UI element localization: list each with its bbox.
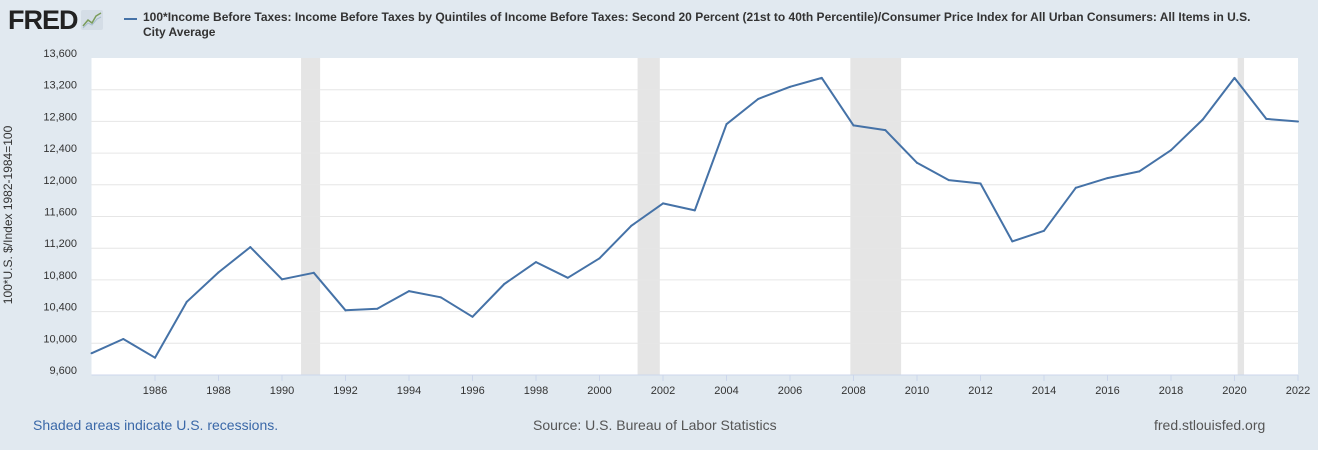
data-point — [852, 124, 855, 127]
data-point — [1074, 186, 1077, 189]
data-point — [1011, 240, 1014, 243]
data-point — [376, 307, 379, 310]
data-point — [1297, 120, 1299, 123]
data-point — [1170, 149, 1172, 152]
data-point — [503, 283, 506, 286]
y-tick-label: 9,600 — [49, 365, 77, 377]
y-tick-label: 12,800 — [43, 111, 77, 123]
data-point — [566, 276, 569, 279]
data-point — [217, 271, 220, 274]
x-tick-label: 1996 — [460, 385, 484, 397]
data-point — [344, 309, 347, 312]
x-tick-label: 2004 — [714, 385, 738, 397]
data-point — [884, 129, 887, 132]
data-point — [1106, 177, 1109, 180]
y-tick-label: 11,200 — [44, 238, 77, 250]
data-point — [1043, 229, 1045, 232]
x-tick-label: 2014 — [1032, 385, 1056, 397]
legend: 100*Income Before Taxes: Income Before T… — [124, 10, 1254, 40]
x-tick-label: 2006 — [778, 385, 802, 397]
data-point — [154, 356, 156, 359]
data-point — [1233, 76, 1236, 79]
line-chart-icon — [80, 10, 103, 30]
data-point — [916, 161, 918, 164]
data-point — [281, 278, 283, 281]
x-tick-label: 2020 — [1222, 385, 1246, 397]
x-tick-label: 2010 — [905, 385, 929, 397]
x-tick-label: 1994 — [397, 385, 421, 397]
site-link[interactable]: fred.stlouisfed.org — [1154, 417, 1266, 433]
source-text: Source: U.S. Bureau of Labor Statistics — [533, 417, 777, 433]
data-point — [439, 296, 442, 299]
x-tick-label: 1998 — [524, 385, 548, 397]
legend-series-name: 100*Income Before Taxes: Income Before T… — [143, 10, 1251, 39]
x-tick-label: 2008 — [841, 385, 865, 397]
x-tick-label: 2012 — [968, 385, 992, 397]
data-point — [312, 271, 315, 274]
data-point — [535, 261, 537, 264]
data-point — [249, 246, 252, 249]
y-tick-label: 12,000 — [43, 175, 77, 187]
x-tick-label: 2022 — [1286, 385, 1310, 397]
data-point — [471, 315, 474, 318]
y-tick-label: 11,600 — [44, 207, 77, 219]
x-tick-label: 2016 — [1095, 385, 1119, 397]
x-tick-label: 2000 — [587, 385, 611, 397]
data-point — [979, 182, 982, 185]
fred-logo[interactable]: FRED — [8, 6, 103, 34]
y-tick-label: 10,400 — [43, 302, 77, 314]
data-point — [185, 300, 188, 303]
data-point — [820, 76, 823, 79]
y-tick-label: 13,200 — [43, 80, 77, 92]
data-point — [598, 257, 601, 260]
x-tick-label: 2002 — [651, 385, 675, 397]
data-point — [662, 202, 664, 205]
data-point — [1138, 170, 1141, 173]
y-tick-label: 13,600 — [43, 48, 77, 60]
data-point — [693, 209, 696, 212]
y-tick-label: 10,000 — [43, 333, 77, 345]
x-tick-label: 1986 — [143, 385, 167, 397]
x-tick-label: 1988 — [206, 385, 230, 397]
data-point — [122, 338, 125, 341]
logo-text: FRED — [8, 5, 78, 35]
legend-swatch — [124, 18, 137, 20]
data-point — [947, 179, 950, 182]
data-point — [408, 290, 410, 293]
data-point — [789, 85, 791, 88]
data-point — [630, 224, 633, 227]
y-tick-label: 12,400 — [43, 143, 77, 155]
data-point — [1201, 118, 1204, 121]
data-point — [90, 352, 93, 355]
x-tick-label: 2018 — [1159, 385, 1183, 397]
x-tick-label: 1992 — [333, 385, 357, 397]
data-point — [757, 97, 760, 100]
x-tick-label: 1990 — [270, 385, 294, 397]
y-axis-label: 100*U.S. $/Index 1982-1984=100 — [1, 125, 15, 304]
y-tick-label: 10,800 — [43, 270, 77, 282]
recession-note: Shaded areas indicate U.S. recessions. — [33, 417, 279, 433]
data-point — [1265, 117, 1268, 120]
data-point — [725, 123, 728, 126]
